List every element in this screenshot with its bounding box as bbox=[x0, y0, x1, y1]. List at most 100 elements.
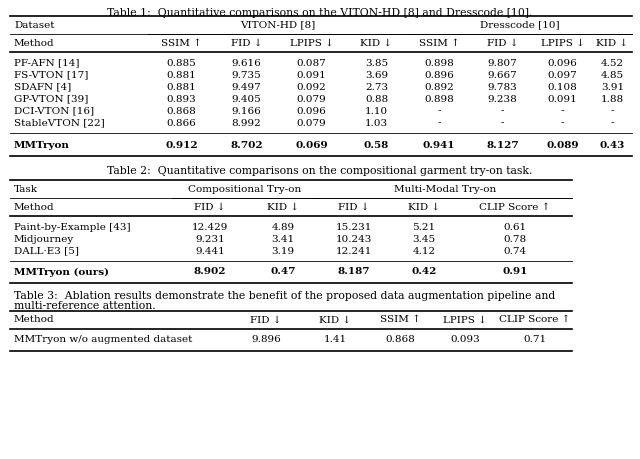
Text: KID ↓: KID ↓ bbox=[267, 202, 299, 212]
Text: 0.896: 0.896 bbox=[424, 71, 454, 79]
Text: 5.21: 5.21 bbox=[412, 223, 436, 231]
Text: 9.166: 9.166 bbox=[232, 106, 261, 116]
Text: 0.091: 0.091 bbox=[548, 95, 577, 103]
Text: Dresscode [10]: Dresscode [10] bbox=[480, 21, 560, 29]
Text: 15.231: 15.231 bbox=[336, 223, 372, 231]
Text: 0.885: 0.885 bbox=[166, 58, 196, 67]
Text: 0.091: 0.091 bbox=[296, 71, 326, 79]
Text: 3.91: 3.91 bbox=[601, 83, 624, 91]
Text: 1.03: 1.03 bbox=[365, 118, 388, 128]
Text: 0.898: 0.898 bbox=[424, 58, 454, 67]
Text: 9.735: 9.735 bbox=[232, 71, 261, 79]
Text: 1.10: 1.10 bbox=[365, 106, 388, 116]
Text: 0.093: 0.093 bbox=[450, 336, 480, 345]
Text: KID ↓: KID ↓ bbox=[360, 39, 392, 47]
Text: -: - bbox=[611, 106, 614, 116]
Text: 9.497: 9.497 bbox=[232, 83, 261, 91]
Text: DCI-VTON [16]: DCI-VTON [16] bbox=[14, 106, 94, 116]
Text: FS-VTON [17]: FS-VTON [17] bbox=[14, 71, 88, 79]
Text: Multi-Modal Try-on: Multi-Modal Try-on bbox=[394, 185, 496, 194]
Text: SDAFN [4]: SDAFN [4] bbox=[14, 83, 71, 91]
Text: 0.78: 0.78 bbox=[504, 235, 527, 244]
Text: 1.88: 1.88 bbox=[601, 95, 624, 103]
Text: Method: Method bbox=[14, 202, 54, 212]
Text: 0.096: 0.096 bbox=[548, 58, 577, 67]
Text: multi-reference attention.: multi-reference attention. bbox=[14, 301, 156, 311]
Text: 0.881: 0.881 bbox=[166, 71, 196, 79]
Text: 0.88: 0.88 bbox=[365, 95, 388, 103]
Text: 9.441: 9.441 bbox=[195, 246, 225, 256]
Text: StableVTON [22]: StableVTON [22] bbox=[14, 118, 105, 128]
Text: 9.667: 9.667 bbox=[488, 71, 517, 79]
Text: FID ↓: FID ↓ bbox=[487, 39, 518, 47]
Text: FID ↓: FID ↓ bbox=[250, 315, 282, 325]
Text: 0.866: 0.866 bbox=[166, 118, 196, 128]
Text: 3.45: 3.45 bbox=[412, 235, 436, 244]
Text: 8.902: 8.902 bbox=[194, 268, 227, 276]
Text: VITON-HD [8]: VITON-HD [8] bbox=[241, 21, 316, 29]
Text: 0.096: 0.096 bbox=[296, 106, 326, 116]
Text: DALL·E3 [5]: DALL·E3 [5] bbox=[14, 246, 79, 256]
Text: Method: Method bbox=[14, 39, 54, 47]
Text: 0.069: 0.069 bbox=[295, 140, 328, 150]
Text: SSIM ↑: SSIM ↑ bbox=[161, 39, 202, 47]
Text: 4.12: 4.12 bbox=[412, 246, 436, 256]
Text: Table 2:  Quantitative comparisons on the compositional garment try-on task.: Table 2: Quantitative comparisons on the… bbox=[108, 166, 532, 176]
Text: KID ↓: KID ↓ bbox=[319, 315, 351, 325]
Text: 0.108: 0.108 bbox=[548, 83, 577, 91]
Text: GP-VTON [39]: GP-VTON [39] bbox=[14, 95, 88, 103]
Text: 0.087: 0.087 bbox=[296, 58, 326, 67]
Text: 0.47: 0.47 bbox=[270, 268, 296, 276]
Text: MMTryon: MMTryon bbox=[14, 140, 70, 150]
Text: CLIP Score ↑: CLIP Score ↑ bbox=[499, 315, 571, 325]
Text: Midjourney: Midjourney bbox=[14, 235, 74, 244]
Text: KID ↓: KID ↓ bbox=[596, 39, 628, 47]
Text: Method: Method bbox=[14, 315, 54, 325]
Text: 0.42: 0.42 bbox=[412, 268, 436, 276]
Text: 12.241: 12.241 bbox=[336, 246, 372, 256]
Text: 0.898: 0.898 bbox=[424, 95, 454, 103]
Text: 10.243: 10.243 bbox=[336, 235, 372, 244]
Text: LPIPS ↓: LPIPS ↓ bbox=[443, 315, 487, 325]
Text: LPIPS ↓: LPIPS ↓ bbox=[289, 39, 333, 47]
Text: 4.89: 4.89 bbox=[271, 223, 294, 231]
Text: 4.85: 4.85 bbox=[601, 71, 624, 79]
Text: 0.43: 0.43 bbox=[600, 140, 625, 150]
Text: 0.74: 0.74 bbox=[504, 246, 527, 256]
Text: -: - bbox=[500, 118, 504, 128]
Text: 3.69: 3.69 bbox=[365, 71, 388, 79]
Text: MMTryon (ours): MMTryon (ours) bbox=[14, 268, 109, 277]
Text: 8.992: 8.992 bbox=[232, 118, 261, 128]
Text: 0.881: 0.881 bbox=[166, 83, 196, 91]
Text: KID ↓: KID ↓ bbox=[408, 202, 440, 212]
Text: -: - bbox=[561, 106, 564, 116]
Text: Dataset: Dataset bbox=[14, 21, 54, 29]
Text: 8.702: 8.702 bbox=[230, 140, 263, 150]
Text: 9.231: 9.231 bbox=[195, 235, 225, 244]
Text: -: - bbox=[561, 118, 564, 128]
Text: 9.405: 9.405 bbox=[232, 95, 261, 103]
Text: 9.807: 9.807 bbox=[488, 58, 517, 67]
Text: 9.238: 9.238 bbox=[488, 95, 517, 103]
Text: 0.941: 0.941 bbox=[423, 140, 455, 150]
Text: 8.127: 8.127 bbox=[486, 140, 519, 150]
Text: 0.58: 0.58 bbox=[364, 140, 389, 150]
Text: PF-AFN [14]: PF-AFN [14] bbox=[14, 58, 79, 67]
Text: 3.85: 3.85 bbox=[365, 58, 388, 67]
Text: 3.41: 3.41 bbox=[271, 235, 294, 244]
Text: 0.092: 0.092 bbox=[296, 83, 326, 91]
Text: -: - bbox=[611, 118, 614, 128]
Text: FID ↓: FID ↓ bbox=[339, 202, 370, 212]
Text: Table 3:  Ablation results demonstrate the benefit of the proposed data augmenta: Table 3: Ablation results demonstrate th… bbox=[14, 291, 556, 301]
Text: 0.892: 0.892 bbox=[424, 83, 454, 91]
Text: 0.71: 0.71 bbox=[524, 336, 547, 345]
Text: FID ↓: FID ↓ bbox=[231, 39, 262, 47]
Text: MMTryon w/o augmented dataset: MMTryon w/o augmented dataset bbox=[14, 336, 193, 345]
Text: 0.61: 0.61 bbox=[504, 223, 527, 231]
Text: 0.079: 0.079 bbox=[296, 118, 326, 128]
Text: 3.19: 3.19 bbox=[271, 246, 294, 256]
Text: Compositional Try-on: Compositional Try-on bbox=[188, 185, 301, 194]
Text: 0.912: 0.912 bbox=[165, 140, 198, 150]
Text: CLIP Score ↑: CLIP Score ↑ bbox=[479, 202, 550, 212]
Text: 9.616: 9.616 bbox=[232, 58, 261, 67]
